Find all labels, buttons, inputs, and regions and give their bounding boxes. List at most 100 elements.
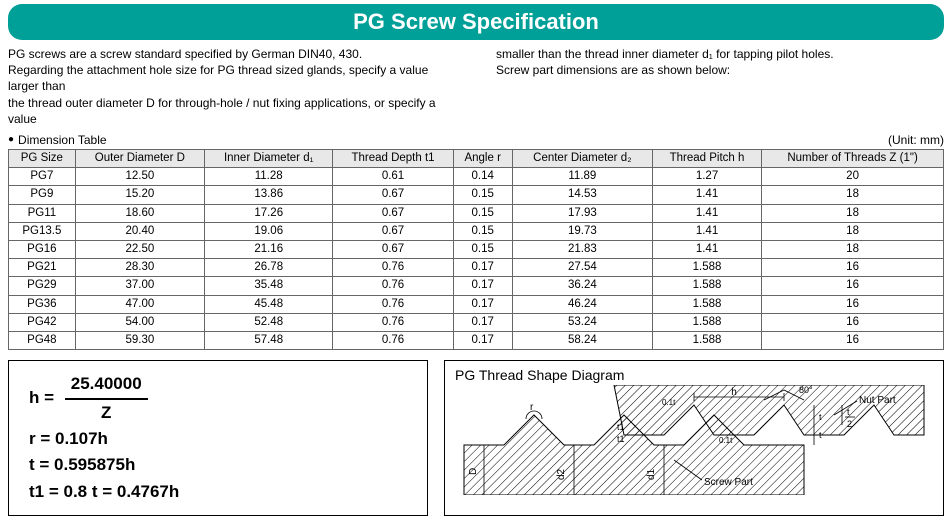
diagram-label-nut-part: Nut Part <box>859 395 896 406</box>
table-cell: 26.78 <box>204 259 332 277</box>
table-cell: 0.76 <box>333 332 453 350</box>
table-cell: 0.17 <box>453 295 512 313</box>
formula-denominator: Z <box>65 400 148 426</box>
intro-line: PG screws are a screw standard specified… <box>8 46 456 62</box>
table-cell: 0.17 <box>453 259 512 277</box>
thread-diagram-box: PG Thread Shape Diagram 80° r <box>444 360 944 516</box>
table-cell: 27.54 <box>512 259 652 277</box>
table-cell: PG9 <box>9 186 76 204</box>
table-row: PG1118.6017.260.670.1517.931.4118 <box>9 204 944 222</box>
table-cell: 0.61 <box>333 168 453 186</box>
table-cell: 0.67 <box>333 186 453 204</box>
diagram-label-01t: 0.1t <box>662 398 676 407</box>
table-cell: 1.41 <box>652 204 761 222</box>
table-cell: 1.27 <box>652 168 761 186</box>
table-column-header: Number of Threads Z (1") <box>762 149 944 167</box>
formula-box: h = 25.40000Z r = 0.107h t = 0.595875h t… <box>8 360 428 516</box>
table-column-header: PG Size <box>9 149 76 167</box>
table-cell: PG48 <box>9 332 76 350</box>
diagram-label-d2: d2 <box>556 469 567 481</box>
formula-line: t1 = 0.8 t = 0.4767h <box>29 479 407 505</box>
table-row: PG1622.5021.160.670.1521.831.4118 <box>9 241 944 259</box>
table-cell: 54.00 <box>75 313 204 331</box>
table-row: PG4254.0052.480.760.1753.241.58816 <box>9 313 944 331</box>
table-cell: PG11 <box>9 204 76 222</box>
table-cell: 1.588 <box>652 332 761 350</box>
table-cell: 0.76 <box>333 259 453 277</box>
table-cell: 57.48 <box>204 332 332 350</box>
table-cell: 16 <box>762 277 944 295</box>
intro-line: Regarding the attachment hole size for P… <box>8 62 456 94</box>
table-cell: 17.93 <box>512 204 652 222</box>
intro-line: Screw part dimensions are as shown below… <box>496 62 944 78</box>
table-row: PG4859.3057.480.760.1758.241.58816 <box>9 332 944 350</box>
table-cell: PG42 <box>9 313 76 331</box>
table-cell: 15.20 <box>75 186 204 204</box>
table-cell: 11.28 <box>204 168 332 186</box>
formula-numerator: 25.40000 <box>65 371 148 399</box>
table-cell: PG21 <box>9 259 76 277</box>
table-cell: 0.67 <box>333 222 453 240</box>
table-cell: 37.00 <box>75 277 204 295</box>
table-cell: 1.588 <box>652 277 761 295</box>
diagram-label-D: D <box>468 468 479 475</box>
intro-line: smaller than the thread inner diameter d… <box>496 46 944 62</box>
formula-line: r = 0.107h <box>29 426 407 452</box>
table-cell: 13.86 <box>204 186 332 204</box>
diagram-label-01t: 0.1t <box>719 436 733 445</box>
table-cell: 16 <box>762 332 944 350</box>
table-cell: 46.24 <box>512 295 652 313</box>
table-cell: 18 <box>762 222 944 240</box>
table-cell: PG7 <box>9 168 76 186</box>
diagram-label-screw-part: Screw Part <box>704 477 753 488</box>
table-column-header: Center Diameter d₂ <box>512 149 652 167</box>
table-cell: 18.60 <box>75 204 204 222</box>
table-cell: 17.26 <box>204 204 332 222</box>
table-cell: 18 <box>762 241 944 259</box>
diagram-label-h: h <box>731 387 737 398</box>
table-cell: 16 <box>762 259 944 277</box>
table-row: PG2937.0035.480.760.1736.241.58816 <box>9 277 944 295</box>
table-cell: 0.15 <box>453 241 512 259</box>
table-cell: 45.48 <box>204 295 332 313</box>
diagram-label-t1: t1 <box>617 422 625 432</box>
intro-text: PG screws are a screw standard specified… <box>8 46 944 127</box>
diagram-label-angle: 80° <box>799 385 813 395</box>
diagram-label-t1: t1 <box>617 434 625 444</box>
table-cell: 16 <box>762 313 944 331</box>
intro-line: the thread outer diameter D for through-… <box>8 95 456 127</box>
table-cell: 0.15 <box>453 186 512 204</box>
table-cell: 0.17 <box>453 332 512 350</box>
table-cell: 59.30 <box>75 332 204 350</box>
diagram-title: PG Thread Shape Diagram <box>455 367 933 383</box>
table-row: PG3647.0045.480.760.1746.241.58816 <box>9 295 944 313</box>
table-column-header: Thread Pitch h <box>652 149 761 167</box>
table-cell: 19.73 <box>512 222 652 240</box>
table-cell: 0.15 <box>453 222 512 240</box>
table-cell: 0.76 <box>333 295 453 313</box>
table-row: PG915.2013.860.670.1514.531.4118 <box>9 186 944 204</box>
table-cell: 14.53 <box>512 186 652 204</box>
table-cell: 0.76 <box>333 313 453 331</box>
table-cell: 52.48 <box>204 313 332 331</box>
table-cell: 19.06 <box>204 222 332 240</box>
table-cell: 1.588 <box>652 313 761 331</box>
table-cell: 0.67 <box>333 204 453 222</box>
table-cell: 0.17 <box>453 313 512 331</box>
table-cell: 0.17 <box>453 277 512 295</box>
formula-lhs: h = <box>29 388 59 407</box>
table-cell: 11.89 <box>512 168 652 186</box>
table-column-header: Inner Diameter d₁ <box>204 149 332 167</box>
unit-label: (Unit: mm) <box>888 133 944 147</box>
table-cell: 35.48 <box>204 277 332 295</box>
table-cell: 22.50 <box>75 241 204 259</box>
table-cell: 0.67 <box>333 241 453 259</box>
table-cell: 0.15 <box>453 204 512 222</box>
table-caption: Dimension Table <box>18 133 107 147</box>
dimension-table: PG SizeOuter Diameter DInner Diameter d₁… <box>8 149 944 350</box>
diagram-label-thalf-den: 2 <box>847 419 852 429</box>
table-cell: 20 <box>762 168 944 186</box>
thread-diagram-svg: 80° r h 0.1t 0.1t D d2 d1 t1 <box>455 385 933 495</box>
table-cell: 1.588 <box>652 259 761 277</box>
table-cell: 20.40 <box>75 222 204 240</box>
